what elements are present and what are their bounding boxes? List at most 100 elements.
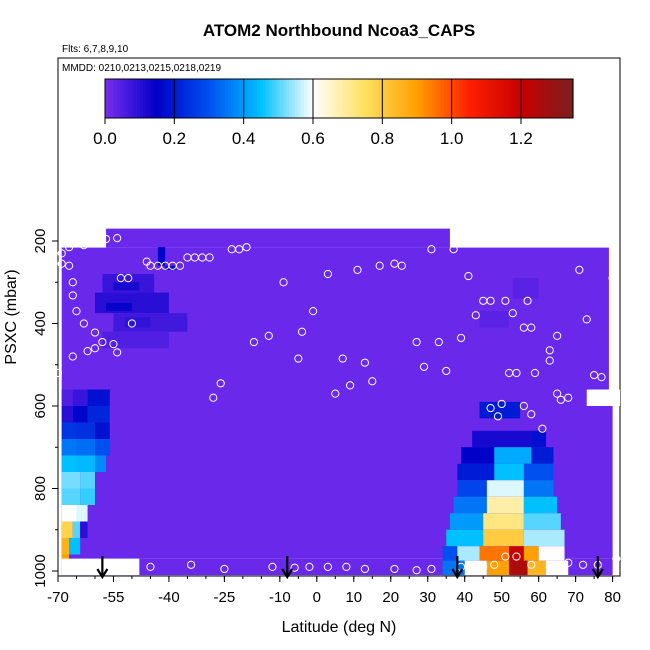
sample-point xyxy=(98,337,107,347)
heatmap-cell xyxy=(442,560,465,576)
x-tick-label: 50 xyxy=(493,589,510,606)
colorbar-segment xyxy=(537,79,542,118)
heatmap-cell xyxy=(80,521,88,538)
colorbar-segment xyxy=(143,79,147,118)
colorbar-segment xyxy=(131,79,135,118)
heatmap-cell xyxy=(486,496,524,514)
sample-point xyxy=(508,309,517,318)
colorbar-segment xyxy=(140,79,144,118)
colorbar-segment xyxy=(274,79,279,118)
colorbar-segment xyxy=(520,79,524,118)
colorbar-segment xyxy=(341,79,346,118)
colorbar-segment xyxy=(444,79,448,118)
sample-point xyxy=(442,366,451,376)
colorbar-segment xyxy=(122,79,127,118)
heatmap-cell xyxy=(457,546,480,561)
sample-point xyxy=(427,245,436,254)
sample-point xyxy=(305,562,314,571)
heatmap-cell xyxy=(486,560,510,576)
heatmap-cell xyxy=(72,389,88,406)
heatmap-cell xyxy=(94,439,110,456)
sample-point xyxy=(53,368,63,378)
sample-point xyxy=(590,370,599,380)
sample-point xyxy=(582,315,591,324)
sample-point xyxy=(545,356,554,365)
colorbar-segment xyxy=(491,79,495,118)
colorbar-segment xyxy=(453,79,457,118)
colorbar-segment xyxy=(406,79,410,118)
sample-point xyxy=(523,296,532,305)
heatmap-cell xyxy=(442,546,458,561)
sample-point xyxy=(360,358,369,367)
heatmap-cell xyxy=(464,560,487,576)
sample-point xyxy=(187,560,196,569)
colorbar-segment xyxy=(377,79,381,118)
colorbar-segment xyxy=(432,79,437,118)
x-tick-label: -70 xyxy=(47,589,69,606)
sample-point xyxy=(124,274,133,283)
colorbar-segment xyxy=(333,79,337,118)
heatmap-cell xyxy=(472,430,532,448)
heatmap-band xyxy=(106,228,450,248)
colorbar-segment xyxy=(280,79,285,118)
sample-point xyxy=(323,562,333,571)
sample-point xyxy=(434,337,443,347)
heatmap-cell xyxy=(61,406,73,423)
sample-point xyxy=(79,319,88,328)
sample-point xyxy=(209,393,218,402)
colorbar-segment xyxy=(125,79,129,118)
x-tick-label: 30 xyxy=(419,589,436,606)
colorbar-segment xyxy=(286,79,290,118)
heatmap-cell xyxy=(494,463,524,481)
sample-point xyxy=(538,424,547,433)
heatmap-cell xyxy=(509,546,524,561)
colorbar-segment xyxy=(321,79,325,118)
colorbar-tick-label: 0.8 xyxy=(371,129,395,148)
colorbar-tick-label: 1.2 xyxy=(509,129,533,148)
colorbar-segment xyxy=(496,79,501,118)
colorbar-segment xyxy=(353,79,358,118)
heatmap-cell xyxy=(483,513,524,530)
sample-point xyxy=(113,234,122,243)
heatmap-cell xyxy=(94,455,107,472)
sample-point xyxy=(471,311,480,320)
colorbar-segment xyxy=(227,79,232,118)
sample-point xyxy=(530,368,540,378)
colorbar-segment xyxy=(230,79,235,118)
colorbar-segment xyxy=(482,79,486,118)
sample-point xyxy=(501,552,510,561)
colorbar xyxy=(104,78,574,119)
flights-annotation: Flts: 6,7,8,9,10 xyxy=(62,44,129,55)
dates-annotation: MMDD: 0210,0213,0215,0218,0219 xyxy=(62,63,221,74)
sample-point xyxy=(512,368,521,378)
colorbar-segment xyxy=(318,79,323,118)
heatmap-cell xyxy=(72,521,81,538)
colorbar-segment xyxy=(195,79,200,118)
sample-point xyxy=(527,560,536,569)
heatmap-cell xyxy=(531,447,554,464)
colorbar-segment xyxy=(251,79,255,118)
colorbar-segment xyxy=(283,79,287,118)
colorbar-segment xyxy=(385,79,390,118)
colorbar-segment xyxy=(511,79,516,118)
heatmap-cell xyxy=(61,439,77,456)
sample-point xyxy=(57,259,66,268)
sample-point xyxy=(519,401,528,411)
heatmap-cell xyxy=(72,406,88,423)
sample-point xyxy=(564,393,573,402)
colorbar-segment xyxy=(499,79,504,118)
colorbar-segment xyxy=(523,79,527,118)
heatmap xyxy=(61,228,620,576)
sample-point xyxy=(412,566,421,575)
flight-arrow-head xyxy=(591,568,604,580)
colorbar-segment xyxy=(456,79,460,118)
heatmap-cell xyxy=(527,560,547,576)
colorbar-tick-label: 1.0 xyxy=(440,129,464,148)
colorbar-segment xyxy=(107,79,112,118)
heatmap-cell xyxy=(87,389,110,406)
flight-arrows xyxy=(96,556,604,580)
sample-point xyxy=(268,562,277,571)
heatmap-cell xyxy=(446,529,484,547)
colorbar-segment xyxy=(312,79,317,118)
sample-point xyxy=(527,410,536,419)
